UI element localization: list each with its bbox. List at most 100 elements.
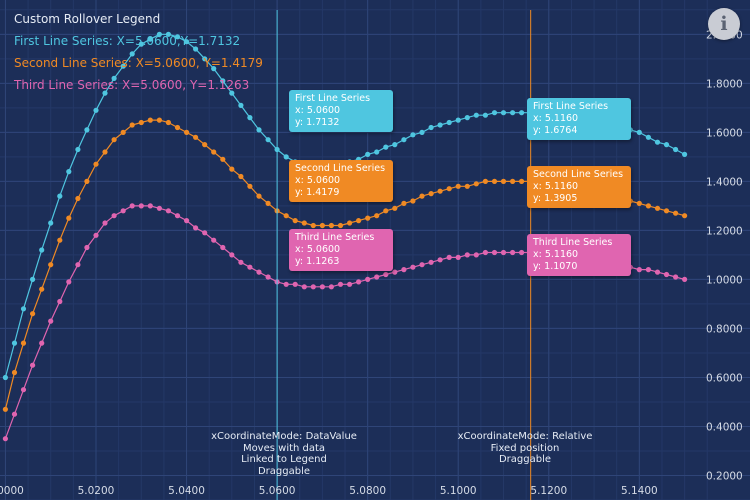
data-point <box>437 122 443 128</box>
data-point <box>410 132 416 138</box>
tooltip-series-name: Second Line Series <box>295 163 386 174</box>
data-point <box>519 110 525 116</box>
data-point <box>374 213 380 219</box>
data-point <box>156 117 162 123</box>
data-point <box>265 200 271 206</box>
data-point <box>147 203 153 209</box>
y-tick-label: 1.0000 <box>706 274 743 286</box>
data-point <box>347 281 353 287</box>
data-point <box>383 208 389 214</box>
data-point <box>446 119 452 126</box>
data-point <box>337 222 344 229</box>
tooltip-second-datavalue[interactable]: Second Line Series x: 5.0600 y: 1.4179 <box>289 160 393 202</box>
data-point <box>29 276 36 282</box>
data-point <box>328 284 334 290</box>
info-button[interactable]: i <box>708 8 740 40</box>
data-point <box>428 124 434 131</box>
data-point <box>247 264 253 270</box>
legend-y-value: Y=1.7132 <box>180 34 241 48</box>
data-point <box>310 222 316 229</box>
data-point <box>410 264 416 270</box>
data-point <box>102 90 108 96</box>
data-point <box>256 193 262 199</box>
data-point <box>147 117 153 123</box>
data-point <box>383 271 389 278</box>
data-point <box>120 208 126 214</box>
data-point <box>165 119 171 126</box>
data-point <box>464 115 470 121</box>
data-point <box>84 127 90 133</box>
data-point <box>682 276 688 282</box>
data-point <box>11 340 18 346</box>
y-tick-label: 0.6000 <box>706 372 743 384</box>
annotation-line: Fixed position <box>490 442 560 454</box>
data-point <box>673 210 679 216</box>
data-point <box>165 208 171 214</box>
data-point <box>174 213 181 219</box>
tooltip-first-datavalue[interactable]: First Line Series x: 5.0600 y: 1.7132 <box>289 90 393 132</box>
data-point <box>491 249 498 256</box>
data-point <box>301 220 307 226</box>
tooltip-third-datavalue[interactable]: Third Line Series x: 5.0600 y: 1.1263 <box>289 229 393 271</box>
data-point <box>482 249 488 256</box>
data-point <box>446 186 452 192</box>
data-point <box>347 220 353 226</box>
data-point <box>374 149 380 155</box>
data-point <box>48 220 54 226</box>
x-axis: 5.0000 5.0200 5.0400 5.0600 5.0800 5.1000 5.12… <box>0 485 658 497</box>
annotation-line: Linked to Legend <box>241 454 327 465</box>
data-point <box>383 144 389 150</box>
data-point <box>93 161 99 167</box>
data-point <box>337 281 344 287</box>
tooltip-third-relative[interactable]: Third Line Series x: 5.1160 y: 1.1070 <box>527 234 631 276</box>
data-point <box>238 173 244 180</box>
data-point <box>500 249 507 256</box>
tooltip-second-relative[interactable]: Second Line Series x: 5.1160 y: 1.3905 <box>527 166 631 208</box>
data-point <box>265 274 271 280</box>
datavalue-annotation[interactable]: xCoordinateMode: DataValue Moves with da… <box>194 431 374 477</box>
data-point <box>111 75 117 81</box>
data-point <box>283 154 289 160</box>
data-point <box>211 149 217 155</box>
relative-annotation[interactable]: xCoordinateMode: Relative Fixed position… <box>435 431 615 466</box>
data-point <box>301 284 307 290</box>
y-tick-label: 1.2000 <box>706 225 743 237</box>
x-tick-label: 5.0200 <box>78 485 115 497</box>
tooltip-x: x: 5.0600 <box>295 105 341 116</box>
data-point <box>238 102 244 108</box>
annotation-line: xCoordinateMode: DataValue <box>211 431 357 442</box>
legend-x-value: X=5.0600, <box>116 34 181 48</box>
data-point <box>66 215 72 221</box>
data-point <box>238 259 244 265</box>
data-point <box>265 137 271 143</box>
legend-series-label: Second Line Series: <box>14 56 132 70</box>
data-point <box>392 205 398 211</box>
data-point <box>374 274 380 280</box>
y-tick-label: 0.2000 <box>706 470 743 482</box>
data-point <box>156 205 162 211</box>
x-tick-label: 5.0000 <box>0 485 24 497</box>
data-point <box>292 218 298 224</box>
data-point <box>11 369 18 376</box>
rollover-legend: Custom Rollover Legend First Line Series… <box>14 12 263 100</box>
data-point <box>428 259 434 265</box>
data-point <box>365 276 371 282</box>
data-point <box>220 244 226 251</box>
data-point <box>93 107 99 113</box>
data-point <box>509 110 516 116</box>
x-tick-label: 5.0400 <box>168 485 205 497</box>
data-point <box>39 286 45 292</box>
data-point <box>455 183 461 189</box>
data-point <box>129 203 135 209</box>
data-point <box>419 193 425 199</box>
data-point <box>645 203 652 209</box>
data-point <box>663 142 670 148</box>
data-point <box>455 254 461 260</box>
tooltip-series-name: Third Line Series <box>295 232 375 243</box>
data-point <box>220 156 226 162</box>
y-tick-label: 1.4000 <box>706 176 743 188</box>
data-point <box>292 281 298 287</box>
data-point <box>2 374 8 381</box>
x-tick-label: 5.1000 <box>440 485 477 497</box>
tooltip-first-relative[interactable]: First Line Series x: 5.1160 y: 1.6764 <box>527 98 631 140</box>
